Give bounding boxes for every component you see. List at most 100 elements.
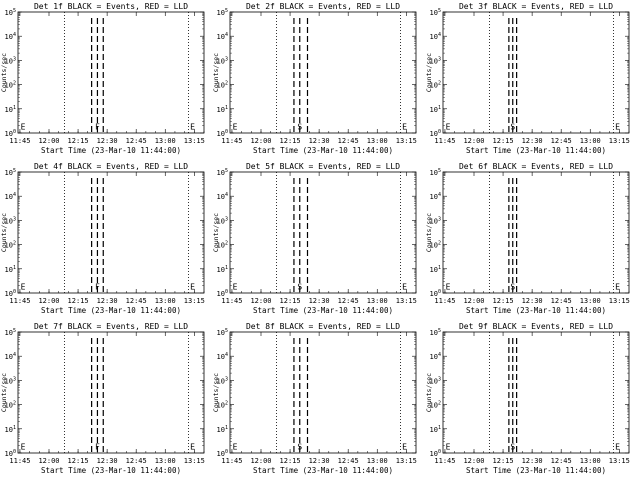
x-tick-label: 12:00 (250, 137, 271, 145)
x-axis-label: Start Time (23-Mar-10 11:44:00) (253, 466, 393, 475)
y-tick-label: 104 (430, 352, 441, 361)
flare-label-left: E (446, 123, 451, 132)
x-tick-label: 13:00 (580, 457, 601, 465)
x-tick-label: 13:15 (184, 297, 205, 305)
x-tick-label: 12:45 (551, 137, 572, 145)
y-tick-label: 101 (217, 425, 228, 434)
x-tick-label: 12:30 (522, 137, 543, 145)
y-tick-label: 101 (217, 265, 228, 274)
y-tick-label: 105 (217, 8, 228, 17)
x-tick-label: 12:15 (68, 457, 89, 465)
x-tick-label: 13:15 (184, 137, 205, 145)
y-tick-label: 101 (5, 265, 16, 274)
y-tick-label: 100 (5, 129, 16, 138)
y-axis-label: Counts/sec (0, 213, 8, 252)
x-axis-label: Start Time (23-Mar-10 11:44:00) (253, 306, 393, 315)
x-axis-label: Start Time (23-Mar-10 11:44:00) (41, 466, 181, 475)
y-tick-label: 100 (430, 129, 441, 138)
y-tick-label: 102 (217, 81, 228, 90)
y-tick-label: 100 (5, 449, 16, 458)
y-tick-label: 100 (217, 129, 228, 138)
y-tick-label: 102 (5, 401, 16, 410)
flare-label-left: E (446, 443, 451, 452)
y-axis-label: Counts/sec (0, 373, 8, 412)
y-tick-label: 105 (5, 328, 16, 337)
chart-title: Det 9f BLACK = Events, RED = LLD (459, 322, 613, 331)
x-tick-label: 13:15 (609, 457, 630, 465)
flare-label-right: E (402, 123, 407, 132)
plot-frame (229, 171, 417, 294)
flare-label-center: F (95, 283, 100, 292)
flare-label-left: E (446, 283, 451, 292)
x-tick-label: 12:45 (338, 457, 359, 465)
x-tick-label: 13:00 (155, 297, 176, 305)
x-tick-label: 12:30 (522, 457, 543, 465)
flare-label-right: E (190, 283, 195, 292)
x-tick-label: 13:00 (367, 457, 388, 465)
y-tick-label: 104 (5, 32, 16, 41)
plot-frame (17, 11, 205, 134)
flare-label-left: E (233, 443, 238, 452)
x-tick-label: 11:45 (9, 457, 30, 465)
y-tick-label: 102 (430, 401, 441, 410)
flare-label-center: S (297, 443, 302, 452)
y-axis-label: Counts/sec (425, 213, 433, 252)
y-tick-label: 103 (5, 216, 16, 225)
plot-frame (17, 331, 205, 454)
x-tick-label: 12:15 (68, 137, 89, 145)
y-tick-label: 101 (5, 105, 16, 114)
x-tick-label: 12:00 (250, 297, 271, 305)
y-axis-label: Counts/sec (425, 373, 433, 412)
x-tick-label: 12:00 (38, 137, 59, 145)
y-tick-label: 105 (5, 168, 16, 177)
detector-chart-7: Det 7f BLACK = Events, RED = LLD 11:45 12:… (0, 322, 205, 475)
plot-frame (229, 331, 417, 454)
flare-label-right: E (615, 123, 620, 132)
y-tick-label: 104 (217, 192, 228, 201)
chart-title: Det 5f BLACK = Events, RED = LLD (246, 162, 400, 171)
y-tick-label: 103 (430, 376, 441, 385)
chart-title: Det 1f BLACK = Events, RED = LLD (34, 2, 188, 11)
chart-title: Det 3f BLACK = Events, RED = LLD (459, 2, 613, 11)
y-tick-label: 102 (430, 81, 441, 90)
x-axis-label: Start Time (23-Mar-10 11:44:00) (466, 306, 606, 315)
x-tick-label: 13:15 (609, 297, 630, 305)
x-tick-label: 12:00 (38, 457, 59, 465)
chart-title: Det 4f BLACK = Events, RED = LLD (34, 162, 188, 171)
detector-chart-4: Det 4f BLACK = Events, RED = LLD 11:45 12:… (0, 162, 205, 315)
y-tick-label: 100 (217, 289, 228, 298)
x-tick-label: 13:00 (580, 297, 601, 305)
x-tick-label: 12:15 (493, 137, 514, 145)
x-tick-label: 12:30 (309, 457, 330, 465)
y-tick-label: 105 (430, 328, 441, 337)
x-tick-label: 11:45 (9, 297, 30, 305)
x-tick-label: 12:15 (493, 457, 514, 465)
y-axis-label: Counts/sec (212, 213, 220, 252)
x-tick-label: 12:30 (97, 137, 118, 145)
flare-label-center: S (510, 123, 515, 132)
x-tick-label: 12:00 (463, 297, 484, 305)
y-tick-label: 105 (5, 8, 16, 17)
x-tick-label: 13:00 (155, 457, 176, 465)
detector-chart-2: Det 2f BLACK = Events, RED = LLD 11:45 12:… (212, 2, 417, 155)
y-axis-label: Counts/sec (212, 373, 220, 412)
plot-frame (442, 331, 630, 454)
y-tick-label: 103 (430, 216, 441, 225)
y-axis-label: Counts/sec (212, 53, 220, 92)
y-tick-label: 102 (430, 241, 441, 250)
x-axis-label: Start Time (23-Mar-10 11:44:00) (253, 146, 393, 155)
x-tick-label: 12:45 (338, 137, 359, 145)
x-tick-label: 12:00 (463, 457, 484, 465)
detector-chart-9: Det 9f BLACK = Events, RED = LLD 11:45 12:… (425, 322, 630, 475)
y-tick-label: 103 (5, 56, 16, 65)
detector-chart-5: Det 5f BLACK = Events, RED = LLD 11:45 12:… (212, 162, 417, 315)
y-tick-label: 103 (217, 216, 228, 225)
y-tick-label: 104 (5, 192, 16, 201)
detector-chart-1: Det 1f BLACK = Events, RED = LLD 11:45 12:… (0, 2, 205, 155)
y-tick-label: 105 (430, 168, 441, 177)
x-tick-label: 12:45 (338, 297, 359, 305)
y-axis-label: Counts/sec (0, 53, 8, 92)
y-tick-label: 102 (217, 401, 228, 410)
x-tick-label: 13:15 (184, 457, 205, 465)
